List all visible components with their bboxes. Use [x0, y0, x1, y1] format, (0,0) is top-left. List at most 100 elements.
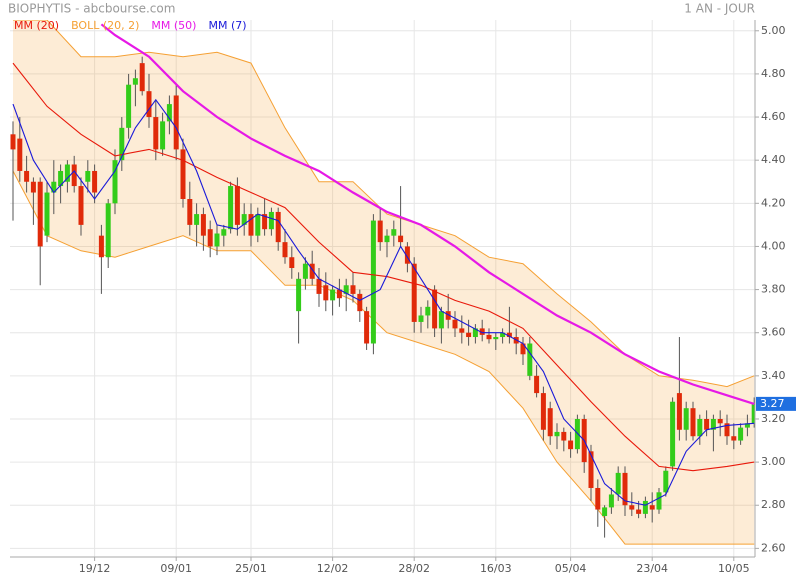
candle-body: [466, 332, 472, 338]
candle-body: [370, 220, 376, 344]
candle-body: [568, 440, 574, 450]
candle-body: [323, 285, 329, 301]
candle-body: [418, 315, 424, 322]
x-tick-label: 23/04: [636, 562, 668, 575]
candle-body: [282, 242, 288, 258]
candle-body: [330, 289, 336, 301]
candle-body: [44, 192, 50, 236]
bollinger-upper: [13, 20, 755, 388]
candle-body: [472, 328, 478, 338]
candle-body: [248, 214, 254, 236]
candle-body: [602, 507, 608, 517]
x-tick-label: 09/01: [160, 562, 192, 575]
period: 1 AN - JOUR: [684, 2, 755, 16]
candle-body: [289, 257, 295, 269]
candle-body: [180, 149, 186, 199]
candle-body: [615, 472, 621, 495]
candle-body: [255, 214, 261, 236]
legend-label: MM (7): [208, 19, 246, 32]
candle-body: [391, 229, 397, 236]
candle-body: [398, 235, 404, 243]
x-tick-label: 12/02: [317, 562, 349, 575]
candle-body: [561, 431, 567, 441]
candle-body: [268, 211, 274, 230]
x-tick-label: 16/03: [480, 562, 512, 575]
candle-body: [316, 278, 322, 294]
candle-body: [98, 235, 104, 258]
moving-average: [100, 23, 755, 405]
candle-body: [51, 181, 57, 193]
candle-body: [547, 408, 553, 437]
legend: MM (20) BOLL (20, 2) MM (50) MM (7): [14, 19, 247, 32]
candle-body: [214, 233, 220, 247]
candle-body: [384, 235, 390, 243]
candle-body: [105, 203, 111, 258]
x-tick-label: 19/12: [79, 562, 111, 575]
x-tick-label: 10/05: [718, 562, 750, 575]
candle-body: [241, 214, 247, 225]
candle-body: [663, 470, 669, 493]
y-tick-label: 5.00: [761, 24, 786, 37]
y-tick-label: 2.80: [761, 498, 786, 511]
y-tick-label: 3.60: [761, 326, 786, 339]
candle-body: [459, 328, 465, 333]
candle-body: [234, 186, 240, 225]
candle-body: [132, 78, 138, 85]
candle-body: [649, 505, 655, 510]
candle-body: [608, 494, 614, 508]
candle-body: [411, 263, 417, 322]
candle-body: [221, 229, 227, 236]
moving-average: [12, 62, 755, 472]
candle-body: [78, 186, 84, 225]
candle-body: [187, 199, 193, 225]
candle-body: [302, 263, 308, 279]
candle-body: [350, 285, 356, 294]
candle-body: [404, 246, 410, 264]
y-tick-label: 4.40: [761, 153, 786, 166]
candle-body: [670, 401, 676, 467]
candle-body: [432, 289, 438, 329]
candle-body: [64, 164, 70, 182]
y-tick-label: 2.60: [761, 541, 786, 554]
candle-body: [506, 332, 512, 338]
candle-body: [92, 170, 98, 193]
candle-body: [710, 418, 716, 430]
candle-body: [676, 393, 682, 430]
candle-body: [588, 451, 594, 488]
candle-body: [690, 408, 696, 437]
candle-body: [377, 220, 383, 243]
candle-body: [275, 211, 281, 243]
candle-body: [58, 170, 64, 187]
candle-body: [724, 423, 730, 437]
candle-body: [17, 138, 23, 171]
candle-body: [751, 403, 755, 424]
x-tick-label: 25/01: [235, 562, 267, 575]
candle-body: [527, 343, 533, 376]
candle-body: [520, 343, 526, 355]
candle-body: [704, 418, 710, 430]
candle-body: [717, 418, 723, 424]
candle-body: [425, 306, 431, 316]
bollinger-lower: [12, 170, 755, 545]
candle-body: [479, 328, 485, 335]
candle-body: [683, 408, 689, 430]
candle-body: [139, 63, 145, 92]
candle-body: [126, 84, 132, 128]
last-price-tag: [756, 396, 796, 411]
legend-label: BOLL (20, 2): [71, 19, 139, 32]
candle-body: [207, 229, 213, 247]
candle-body: [738, 427, 744, 441]
candle-body: [200, 214, 206, 236]
candle-body: [493, 337, 499, 340]
candle-body: [486, 334, 492, 340]
candle-body: [166, 104, 172, 122]
y-tick-label: 3.20: [761, 412, 786, 425]
candle-body: [500, 332, 506, 338]
legend-label: MM (50): [151, 19, 196, 32]
last-price-label: 3.27: [760, 397, 785, 410]
candle-body: [731, 436, 737, 441]
candle-body: [85, 170, 91, 182]
candle-body: [364, 311, 370, 344]
candle-body: [642, 500, 648, 514]
